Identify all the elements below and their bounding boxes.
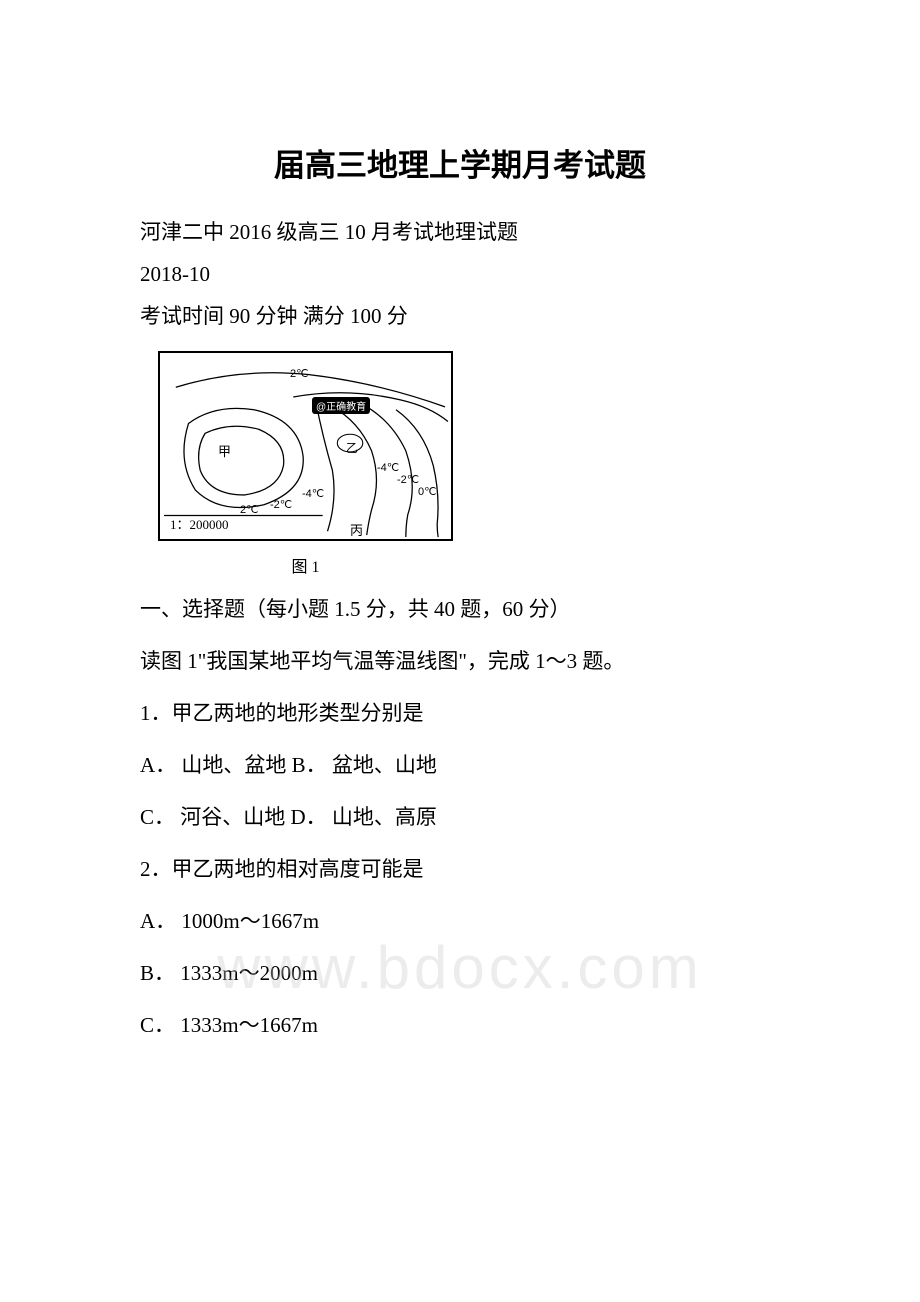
figure-1: 2℃ 甲 乙 -2℃ -4℃ -4℃ -2℃ 0℃ 2℃ 丙 @正确教育 1：2… <box>158 351 780 577</box>
label-n2c-left: -2℃ <box>270 498 292 511</box>
isotherm-contours <box>160 353 451 539</box>
figure-watermark: @正确教育 <box>312 397 370 414</box>
label-n4c-right: -4℃ <box>377 461 399 474</box>
q1-options-ab: A． 山地、盆地 B． 盆地、山地 <box>140 743 780 787</box>
section1-heading: 一、选择题（每小题 1.5 分，共 40 题，60 分） <box>140 587 780 631</box>
q2-stem: 2．甲乙两地的相对高度可能是 <box>140 847 780 891</box>
q2-option-c: C． 1333m～1667m <box>140 1003 780 1047</box>
subtitle-duration: 考试时间 90 分钟 满分 100 分 <box>140 297 780 337</box>
section1-intro: 读图 1"我国某地平均气温等温线图"，完成 1～3 题。 <box>140 639 780 683</box>
label-2c-top: 2℃ <box>290 367 308 380</box>
q2-option-a: A． 1000m～1667m <box>140 899 780 943</box>
map-scale: 1：200000 <box>170 514 229 533</box>
label-bing: 丙 <box>350 520 363 539</box>
page-title: 届高三地理上学期月考试题 <box>140 140 780 185</box>
label-n4c-left: -4℃ <box>302 487 324 500</box>
label-0c: 0℃ <box>418 485 436 498</box>
q1-options-cd: C． 河谷、山地 D． 山地、高原 <box>140 795 780 839</box>
subtitle-date: 2018-10 <box>140 255 780 295</box>
isotherm-map: 2℃ 甲 乙 -2℃ -4℃ -4℃ -2℃ 0℃ 2℃ 丙 @正确教育 1：2… <box>158 351 453 541</box>
figure-caption: 图 1 <box>158 553 453 577</box>
label-2c-bot: 2℃ <box>240 503 258 516</box>
label-yi: 乙 <box>346 439 358 456</box>
q2-option-b: B． 1333m～2000m <box>140 951 780 995</box>
label-jia: 甲 <box>218 441 231 460</box>
label-n2c-right: -2℃ <box>397 473 419 486</box>
subtitle-school: 河津二中 2016 级高三 10 月考试地理试题 <box>140 213 780 253</box>
q1-stem: 1．甲乙两地的地形类型分别是 <box>140 691 780 735</box>
